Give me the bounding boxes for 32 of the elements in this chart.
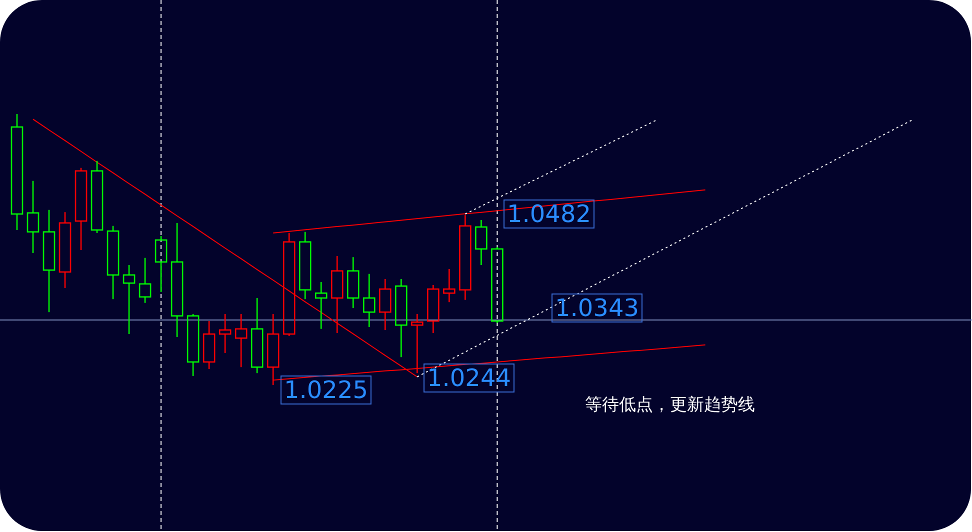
annotation: 1.0244 bbox=[427, 364, 511, 392]
candlestick bbox=[218, 313, 232, 354]
candlestick bbox=[74, 167, 88, 251]
candlestick bbox=[58, 211, 72, 289]
candlestick bbox=[122, 264, 136, 335]
candlestick bbox=[475, 219, 488, 266]
candlestick bbox=[298, 231, 312, 300]
annotation: 1.0482 bbox=[507, 200, 591, 228]
candlestick bbox=[26, 180, 40, 254]
candlestick bbox=[491, 246, 504, 324]
candlestick bbox=[170, 222, 184, 338]
candlestick bbox=[250, 297, 264, 374]
candlestick bbox=[10, 113, 24, 231]
candlestick bbox=[346, 256, 360, 309]
annotation: 1.0343 bbox=[555, 294, 639, 322]
candlestick bbox=[395, 278, 408, 358]
candlestick bbox=[186, 313, 200, 377]
candlestick bbox=[427, 284, 440, 334]
text: 等待低点，更新趋势线 bbox=[585, 395, 755, 415]
candlestick bbox=[42, 209, 56, 313]
candlestick bbox=[330, 255, 344, 334]
candlestick bbox=[90, 160, 104, 234]
candlestick bbox=[138, 257, 152, 304]
candlestick bbox=[234, 313, 248, 368]
candlestick bbox=[443, 268, 456, 303]
candlestick bbox=[106, 225, 120, 300]
candlestick bbox=[154, 235, 168, 293]
candlestick bbox=[363, 273, 376, 328]
candlestick bbox=[379, 278, 392, 331]
candlestick bbox=[202, 320, 216, 370]
annotation: 1.0225 bbox=[284, 376, 368, 404]
candlestick bbox=[314, 281, 328, 330]
